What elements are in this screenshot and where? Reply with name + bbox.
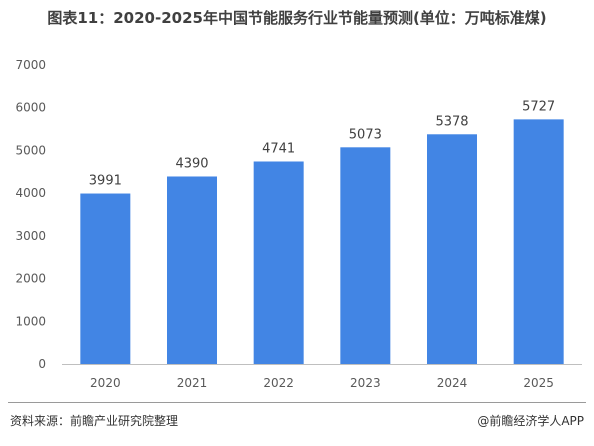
data-labels: 3991 4390 4741 5073 5378 5727	[89, 99, 555, 188]
y-tick-label: 5000	[15, 143, 46, 157]
y-tick-label: 4000	[15, 186, 46, 200]
y-tick-label: 6000	[15, 101, 46, 115]
bar-2021	[167, 176, 217, 364]
y-tick-label: 3000	[15, 229, 46, 243]
y-tick-label: 0	[38, 357, 46, 371]
y-tick-label: 1000	[15, 314, 46, 328]
data-label-2023: 5073	[349, 127, 382, 142]
bar-2022	[253, 161, 304, 364]
chart-title: 图表11：2020-2025年中国节能服务行业节能量预测(单位：万吨标准煤)	[47, 9, 547, 27]
x-tick-label-2025: 2025	[523, 376, 554, 390]
x-tick-label-2024: 2024	[437, 376, 468, 390]
bar-2024	[427, 134, 477, 364]
x-tick-label-2022: 2022	[263, 376, 294, 390]
data-label-2021: 4390	[175, 156, 208, 171]
bars	[80, 119, 564, 365]
x-tick-label-2021: 2021	[177, 376, 208, 390]
x-axis-labels: 2020 2021 2022 2023 2024 2025	[90, 376, 554, 390]
source-note: 资料来源：前瞻产业研究院整理	[10, 414, 179, 428]
data-label-2024: 5378	[435, 114, 468, 129]
y-axis-labels: 0 1000 2000 3000 4000 5000 6000 7000	[15, 58, 46, 371]
data-label-2020: 3991	[89, 174, 122, 189]
x-tick-label-2020: 2020	[90, 376, 121, 390]
publisher-credit: @前瞻经济学人APP	[477, 414, 584, 428]
bar-2020	[80, 193, 131, 364]
y-tick-label: 2000	[15, 272, 46, 286]
y-tick-label: 7000	[15, 58, 46, 72]
data-label-2025: 5727	[522, 99, 555, 114]
bar-2023	[340, 147, 391, 364]
bar-2025	[513, 119, 564, 365]
footer-divider	[8, 402, 586, 403]
data-label-2022: 4741	[262, 141, 295, 156]
x-tick-label-2023: 2023	[350, 376, 381, 390]
